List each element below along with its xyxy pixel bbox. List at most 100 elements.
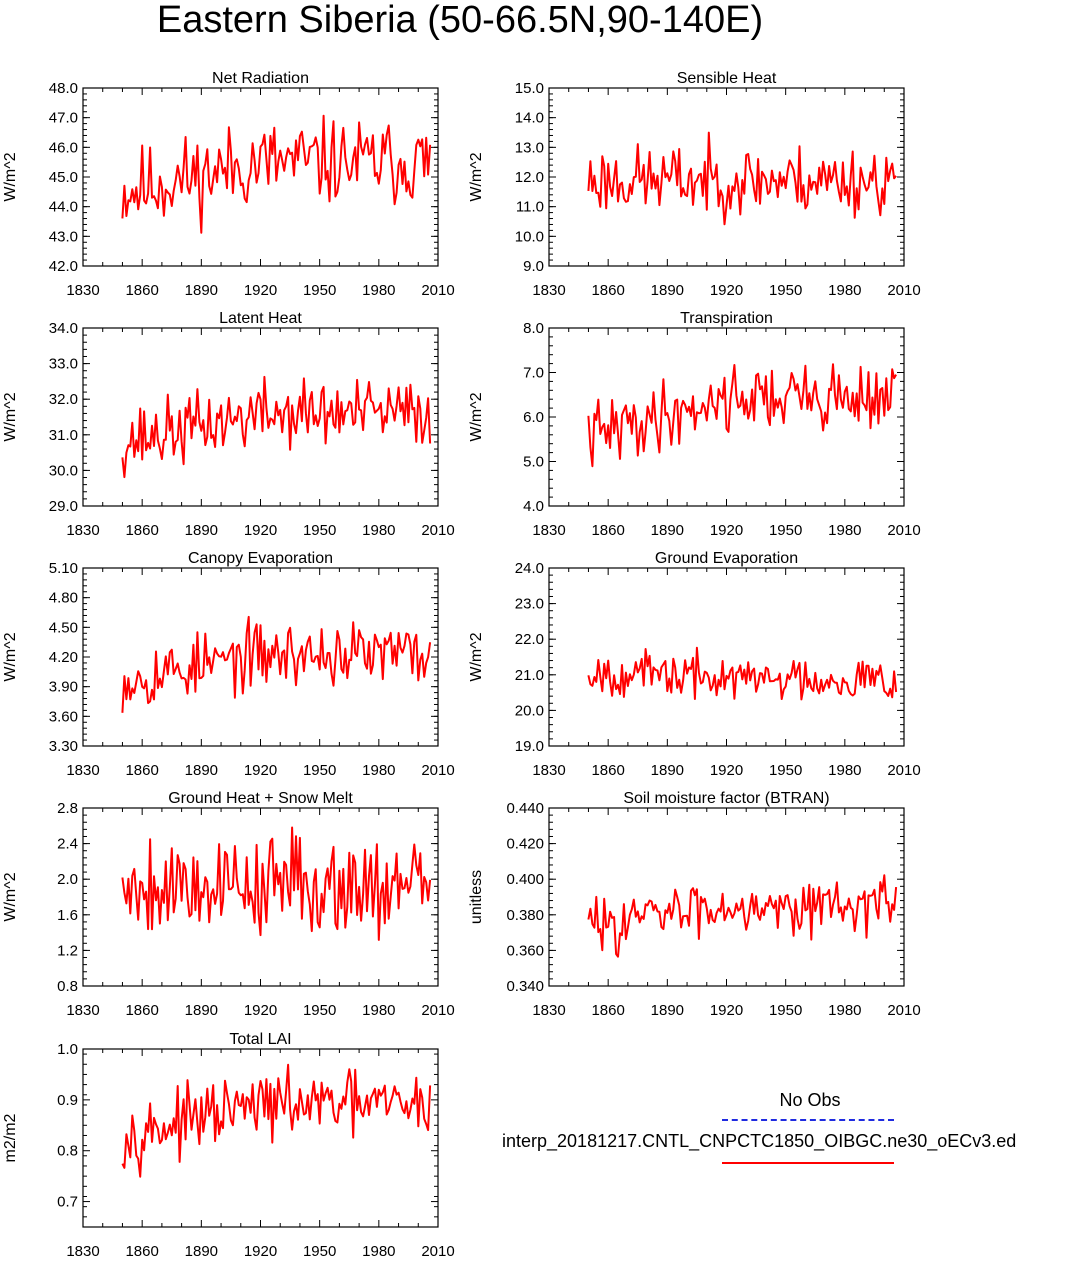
y-tick-label: 20.0 [515,702,544,719]
chart-title: Sensible Heat [677,70,777,87]
x-tick-label: 1980 [362,1002,395,1019]
y-tick-label: 0.9 [57,1092,78,1109]
x-tick-label: 1890 [651,522,684,539]
x-tick-label: 1950 [303,1002,336,1019]
x-tick-label: 2010 [421,1243,454,1260]
y-tick-label: 1.2 [57,942,78,959]
y-tick-label: 29.0 [49,498,78,515]
chart-panel-5: Canopy Evaporation W/m^2 1830 1860 1890 1920 1… [2,550,455,779]
chart-panel-3: Latent Heat W/m^2 1830 1860 1890 1920 1950 1980… [2,310,455,539]
y-tick-label: 31.0 [49,427,78,444]
x-tick-label: 1950 [303,762,336,779]
y-tick-label: 0.400 [506,871,544,888]
y-axis-label: W/m^2 [2,872,19,921]
x-tick-label: 1890 [651,762,684,779]
x-tick-label: 1830 [66,762,99,779]
x-tick-label: 1980 [362,522,395,539]
x-tick-label: 1860 [125,282,158,299]
y-tick-label: 42.0 [49,258,78,275]
x-tick-label: 1860 [591,1002,624,1019]
x-tick-label: 1980 [362,282,395,299]
y-tick-label: 0.8 [57,1143,78,1160]
y-tick-label: 12.0 [515,169,544,186]
x-tick-label: 1920 [710,1002,743,1019]
x-tick-label: 1890 [651,1002,684,1019]
y-tick-label: 4.50 [49,619,78,636]
x-tick-label: 1980 [828,1002,861,1019]
x-tick-label: 1920 [244,762,277,779]
y-tick-label: 9.0 [523,258,544,275]
x-tick-label: 2010 [887,522,920,539]
x-tick-label: 1860 [125,1243,158,1260]
y-axis-label: W/m^2 [2,632,19,681]
plot-frame [82,1048,439,1228]
y-axis-label: W/m^2 [2,152,19,201]
chart-title: Latent Heat [219,310,302,327]
y-axis-label: unitless [468,870,485,924]
x-tick-label: 1980 [362,762,395,779]
x-tick-label: 1950 [303,1243,336,1260]
x-tick-label: 1890 [185,522,218,539]
y-axis-label: W/m^2 [468,632,485,681]
y-tick-label: 0.360 [506,942,544,959]
plot-frame [548,567,905,747]
y-tick-label: 15.0 [515,80,544,97]
y-tick-label: 34.0 [49,320,78,337]
y-axis-label: W/m^2 [2,392,19,441]
y-tick-label: 2.8 [57,800,78,817]
x-tick-label: 1830 [66,1002,99,1019]
y-tick-label: 0.7 [57,1194,78,1211]
y-tick-label: 1.0 [57,1041,78,1058]
y-axis-label: m2/m2 [2,1113,19,1162]
chart-panel-9: Total LAI m2/m2 1830 1860 1890 1920 1950 1980 20… [2,1031,455,1260]
x-tick-label: 1920 [244,1243,277,1260]
x-tick-label: 1950 [769,762,802,779]
x-tick-label: 1980 [828,522,861,539]
y-tick-label: 48.0 [49,80,78,97]
chart-panel-4: Transpiration W/m^2 1830 1860 1890 1920 1950 19… [468,310,921,539]
x-tick-label: 1920 [710,522,743,539]
x-tick-label: 1860 [591,282,624,299]
x-tick-label: 1830 [66,282,99,299]
chart-panel-8: Soil moisture factor (BTRAN) unitless 1830… [468,790,921,1019]
chart-title: Ground Heat + Snow Melt [168,790,353,807]
y-tick-label: 19.0 [515,738,544,755]
x-tick-label: 1950 [303,522,336,539]
y-tick-label: 21.0 [515,667,544,684]
plot-frame [548,807,905,987]
y-tick-label: 14.0 [515,110,544,127]
x-tick-label: 1980 [828,282,861,299]
chart-title: Transpiration [680,310,773,327]
y-tick-label: 5.10 [49,560,78,577]
x-tick-label: 1950 [303,282,336,299]
y-axis-label: W/m^2 [468,152,485,201]
y-tick-label: 3.90 [49,679,78,696]
x-tick-label: 1890 [185,762,218,779]
series-line-model [587,874,898,958]
chart-title: Ground Evaporation [655,550,798,567]
series-line-model [121,615,432,713]
y-tick-label: 33.0 [49,356,78,373]
x-tick-label: 2010 [421,282,454,299]
series-line-model [587,363,897,468]
y-tick-label: 0.340 [506,978,544,995]
chart-title: Total LAI [229,1031,291,1048]
y-tick-label: 0.440 [506,800,544,817]
x-tick-label: 1920 [710,282,743,299]
y-tick-label: 3.60 [49,708,78,725]
figure-title: Eastern Siberia (50-66.5N,90-140E) [156,0,764,41]
y-tick-label: 47.0 [49,110,78,127]
y-tick-label: 4.0 [523,498,544,515]
plot-frame [82,87,439,267]
series-line-model [587,131,897,226]
series-line-model [121,826,432,941]
chart-panel-7: Ground Heat + Snow Melt W/m^2 1830 1860 1890… [2,790,455,1019]
y-tick-label: 4.80 [49,590,78,607]
x-tick-label: 1830 [532,282,565,299]
y-tick-label: 0.8 [57,978,78,995]
x-tick-label: 1860 [125,522,158,539]
series-line-model [121,114,432,234]
x-tick-label: 1920 [244,282,277,299]
y-tick-label: 11.0 [516,199,544,216]
